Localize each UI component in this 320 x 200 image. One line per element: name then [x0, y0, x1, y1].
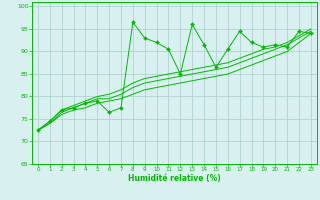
X-axis label: Humidité relative (%): Humidité relative (%): [128, 174, 221, 183]
